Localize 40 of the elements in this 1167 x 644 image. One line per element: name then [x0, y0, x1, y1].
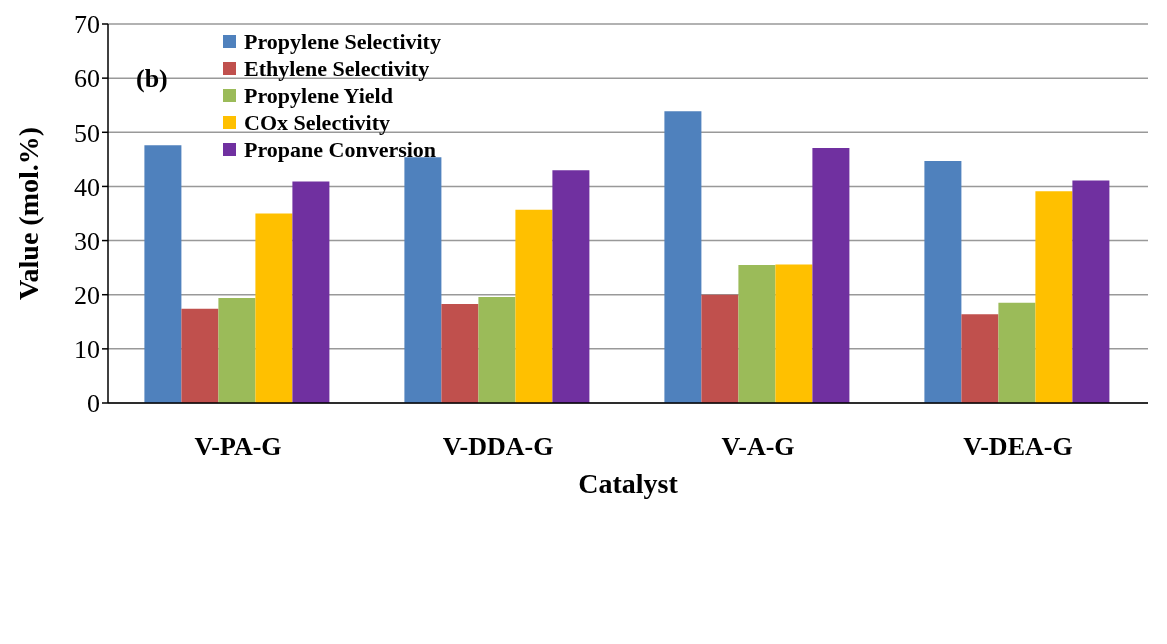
y-tick-label: 0 — [87, 389, 100, 419]
legend-label: Propylene Selectivity — [244, 28, 441, 55]
bar — [441, 303, 479, 403]
y-tick-label: 60 — [74, 64, 100, 94]
annotation: (b) — [136, 64, 168, 94]
bar — [998, 302, 1036, 403]
y-tick-label: 50 — [74, 118, 100, 148]
bar — [812, 147, 850, 403]
legend-label: Ethylene Selectivity — [244, 55, 430, 82]
y-tick-label: 40 — [74, 172, 100, 202]
x-tick-label: V-DEA-G — [963, 432, 1073, 462]
bar — [1035, 191, 1073, 403]
bar — [478, 296, 516, 403]
bar — [664, 111, 702, 403]
x-tick-label: V-DDA-G — [442, 432, 554, 462]
x-axis-title: Catalyst — [578, 468, 679, 499]
bar — [738, 264, 776, 403]
legend-label: Propylene Yield — [244, 82, 393, 109]
bar — [961, 314, 999, 403]
x-tick-label: V-PA-G — [194, 432, 282, 462]
y-tick-label: 20 — [74, 280, 100, 310]
y-tick-label: 10 — [74, 335, 100, 365]
y-tick-label: 70 — [74, 10, 100, 40]
legend-label: Propane Conversion — [244, 136, 437, 163]
legend-label: COx Selectivity — [244, 109, 391, 136]
bar — [144, 145, 182, 403]
bar — [404, 157, 442, 403]
y-axis-title: Value (mol.%) — [12, 126, 44, 301]
bar — [218, 297, 256, 403]
bar — [552, 170, 590, 403]
bar — [515, 209, 553, 403]
bar — [701, 294, 739, 403]
bar — [775, 264, 813, 403]
y-tick-label: 30 — [74, 226, 100, 256]
bar — [255, 213, 293, 403]
bar — [292, 181, 330, 403]
bar — [181, 308, 219, 403]
bar — [924, 160, 962, 403]
x-tick-label: V-A-G — [721, 432, 795, 462]
bar — [1072, 180, 1110, 403]
